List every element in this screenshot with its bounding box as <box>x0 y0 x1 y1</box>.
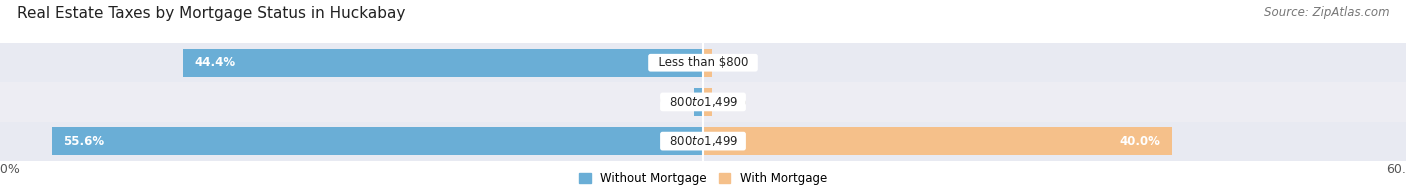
Text: 0.0%: 0.0% <box>659 95 689 108</box>
Bar <box>0 43 1406 82</box>
Bar <box>703 88 713 116</box>
Legend: Without Mortgage, With Mortgage: Without Mortgage, With Mortgage <box>574 168 832 190</box>
Text: Source: ZipAtlas.com: Source: ZipAtlas.com <box>1264 6 1389 19</box>
Bar <box>0 122 1406 161</box>
Text: $800 to $1,499: $800 to $1,499 <box>662 134 744 148</box>
Text: $800 to $1,499: $800 to $1,499 <box>662 95 744 109</box>
Text: 0.0%: 0.0% <box>717 56 747 69</box>
Text: Real Estate Taxes by Mortgage Status in Huckabay: Real Estate Taxes by Mortgage Status in … <box>17 6 405 21</box>
Bar <box>703 127 1171 155</box>
Text: 0.0%: 0.0% <box>717 95 747 108</box>
Text: Less than $800: Less than $800 <box>651 56 755 69</box>
Text: 44.4%: 44.4% <box>194 56 236 69</box>
Bar <box>703 49 713 77</box>
Bar <box>0 82 1406 122</box>
Text: 40.0%: 40.0% <box>1119 135 1160 148</box>
Text: 55.6%: 55.6% <box>63 135 104 148</box>
Bar <box>183 49 703 77</box>
Bar <box>693 88 703 116</box>
Bar <box>52 127 703 155</box>
